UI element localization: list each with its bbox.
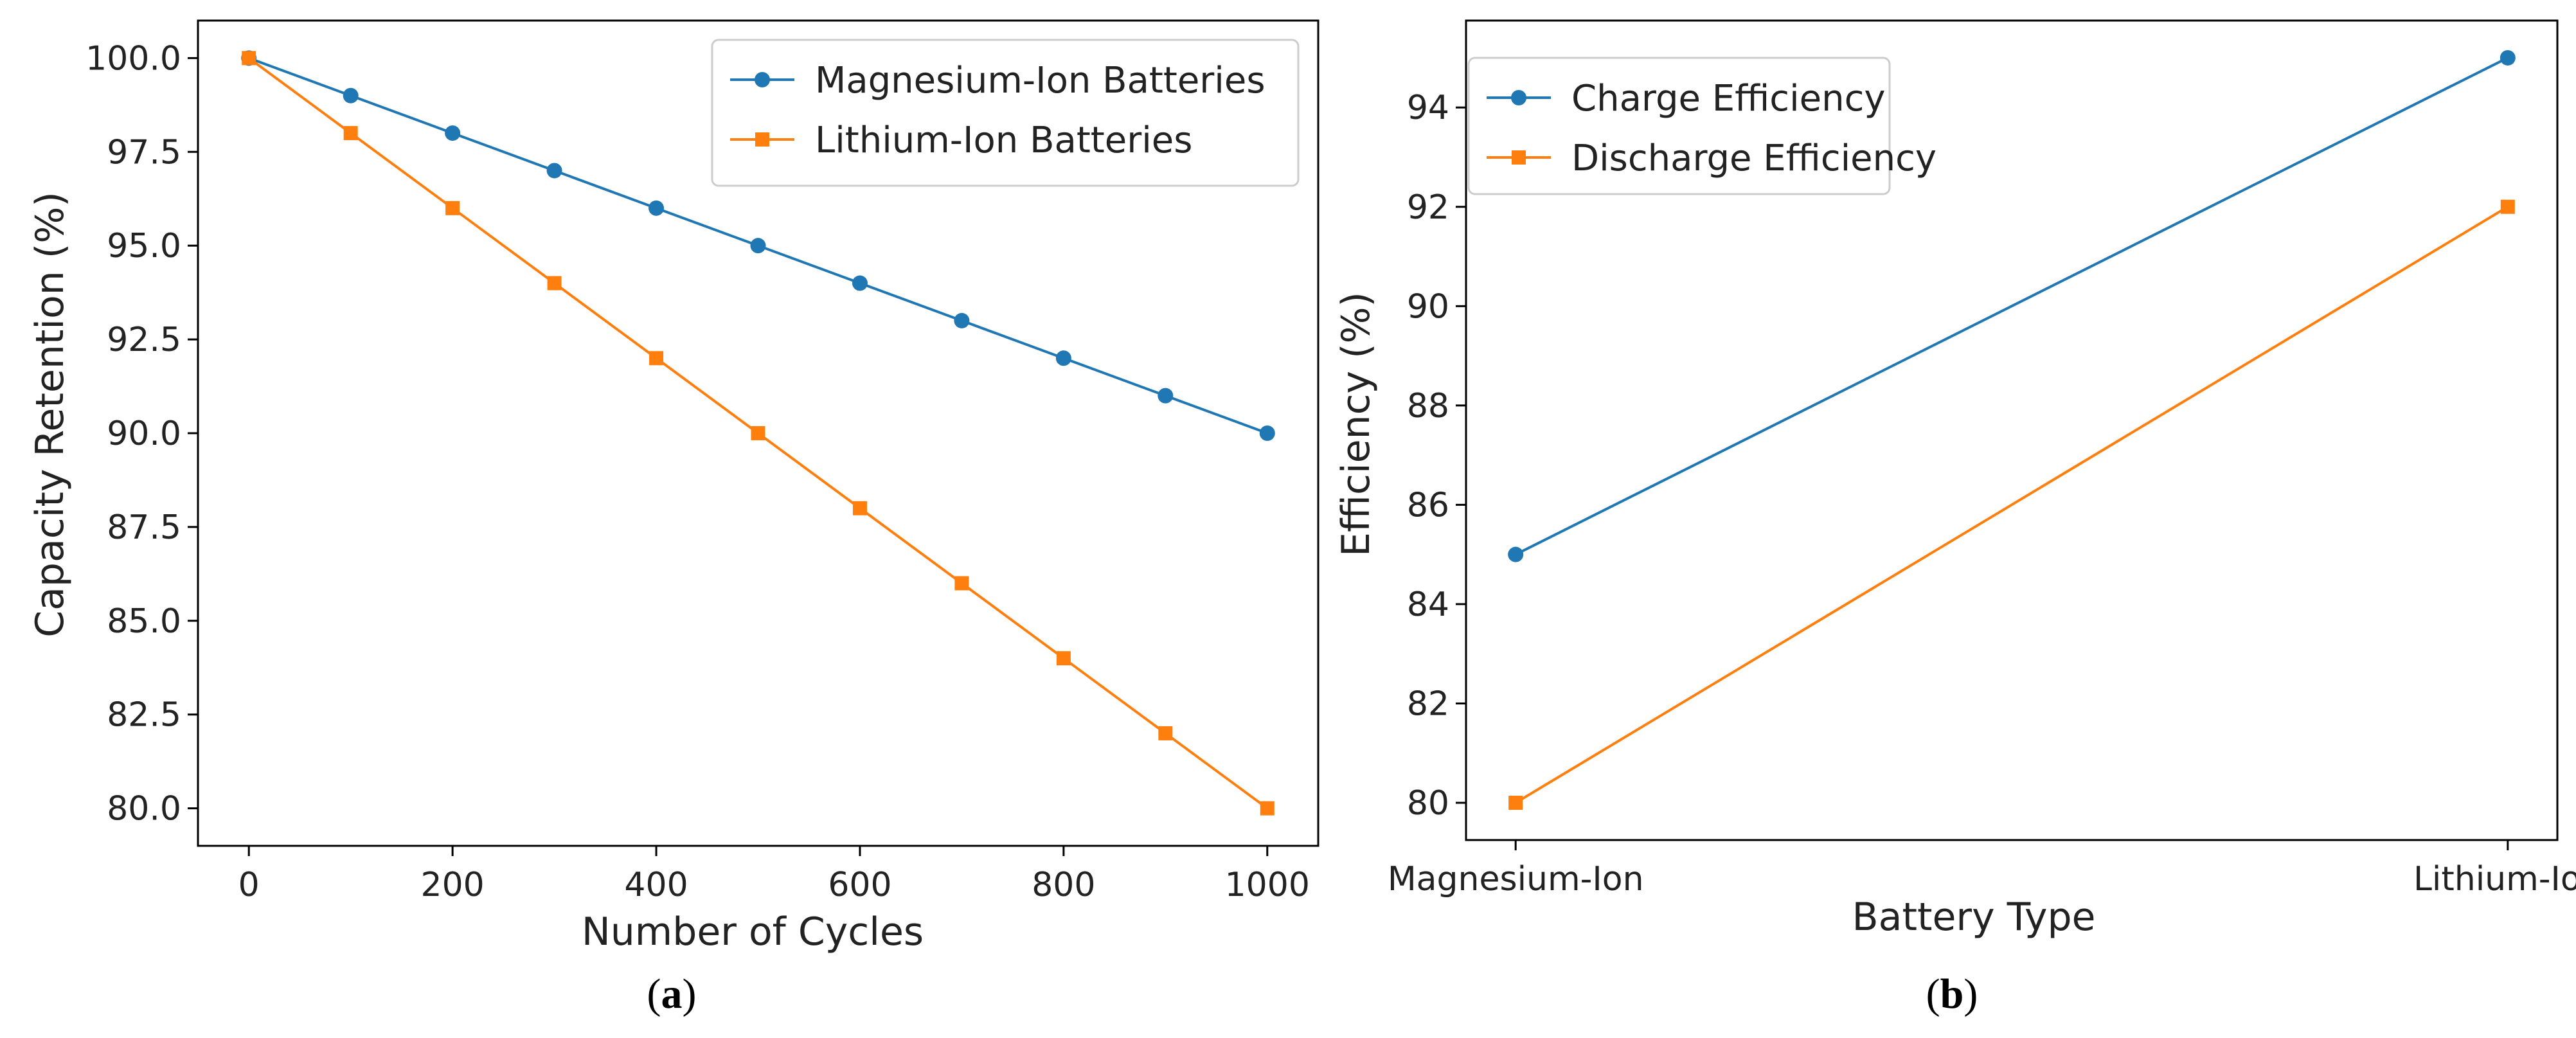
- a-x-tick-label: 800: [1032, 866, 1095, 904]
- b-legend-label-1: Charge Efficiency: [1571, 78, 1886, 120]
- b-legend-marker-1: [1511, 90, 1526, 105]
- a-series-2-point: [445, 201, 460, 215]
- a-y-tick-label: 97.5: [107, 133, 181, 172]
- a-series-1-point: [445, 125, 461, 141]
- b-legend: Charge Efficiency Discharge Efficiency: [1467, 57, 1936, 195]
- a-series-1-point: [343, 87, 359, 103]
- panel-a-y-axis-label: Capacity Retention (%): [28, 192, 73, 638]
- a-series-1-point: [546, 163, 562, 179]
- b-series-1-point: [1508, 546, 1524, 562]
- a-x-tick-label: 600: [828, 866, 891, 904]
- a-series-2-point: [1158, 726, 1173, 740]
- a-y-tick-label: 82.5: [107, 696, 181, 735]
- a-x-tick-label: 0: [238, 866, 260, 904]
- panel-b-plot-area: 80 82 84 86 88 90 92 94 Magnesium-Ion Lithium-Ion…: [1388, 19, 2576, 899]
- b-legend-label-2: Discharge Efficiency: [1571, 138, 1936, 179]
- panel-a-caption: (a): [647, 971, 697, 1017]
- a-y-tick-label: 87.5: [107, 508, 181, 547]
- a-series-2-point: [954, 576, 969, 591]
- b-y-tick-label: 88: [1407, 387, 1449, 425]
- a-y-tick-label: 92.5: [107, 321, 181, 359]
- a-series-1-point: [852, 275, 868, 291]
- a-legend: Magnesium-Ion Batteries Lithium-Ion Batte…: [711, 39, 1300, 187]
- a-series-1-point: [648, 200, 665, 216]
- panel-b-x-axis-label: Battery Type: [1852, 895, 2096, 940]
- a-x-tick-label: 1000: [1225, 866, 1310, 904]
- panel-b-y-axis-label: Efficiency (%): [1334, 292, 1379, 557]
- a-series-2-point: [343, 126, 358, 141]
- a-y-tick-label: 90.0: [107, 415, 181, 453]
- a-y-tick-label: 100.0: [85, 39, 181, 78]
- panel-a-x-axis-label: Number of Cycles: [582, 909, 924, 954]
- b-series-1-point: [2500, 49, 2516, 66]
- b-series-2-point: [1508, 796, 1523, 810]
- b-y-tick-label: 92: [1407, 188, 1449, 227]
- a-series-1-point: [1158, 388, 1174, 404]
- panel-a-chart: 80.0 82.5 85.0 87.5 90.0 92.5 95.0 97.5 100.0 0 20…: [28, 19, 1319, 1017]
- a-legend-frame: [711, 39, 1300, 187]
- a-y-tick-label: 95.0: [107, 227, 181, 265]
- b-series-line-2: [1515, 206, 2509, 804]
- a-series-2-point: [649, 351, 664, 366]
- b-y-tick-label: 90: [1407, 287, 1449, 326]
- b-legend-frame: [1467, 57, 1891, 195]
- a-series-2-point: [852, 501, 867, 515]
- a-series-1-point: [1259, 425, 1275, 441]
- b-y-tick-label: 86: [1407, 486, 1449, 524]
- b-y-tick-label: 94: [1407, 89, 1449, 127]
- a-y-tick-label: 80.0: [107, 790, 181, 828]
- b-legend-marker-2: [1512, 150, 1526, 165]
- b-axes-frame: [1465, 19, 2559, 841]
- b-x-tick-label: Lithium-Ion: [2413, 860, 2576, 899]
- a-y-tick-label: 85.0: [107, 602, 181, 641]
- a-legend-marker-2: [755, 132, 769, 147]
- a-legend-marker-1: [755, 72, 770, 87]
- a-legend-label-2: Lithium-Ion Batteries: [815, 120, 1192, 161]
- a-legend-label-1: Magnesium-Ion Batteries: [815, 60, 1266, 102]
- a-series-1-point: [1055, 350, 1071, 366]
- b-series-line-1: [1515, 57, 2509, 556]
- b-x-tick-label: Magnesium-Ion: [1388, 860, 1644, 899]
- a-series-2-point: [1260, 801, 1275, 816]
- panel-a-plot-area: 80.0 82.5 85.0 87.5 90.0 92.5 95.0 97.5 100.0 0 20…: [85, 19, 1319, 904]
- a-series-1-point: [954, 312, 970, 328]
- b-y-tick-label: 82: [1407, 685, 1449, 724]
- a-series-2-point: [242, 51, 256, 66]
- b-y-tick-label: 80: [1407, 784, 1449, 823]
- a-series-1-point: [750, 238, 766, 254]
- a-series-2-point: [1056, 651, 1071, 666]
- panel-b-caption: (b): [1926, 971, 1978, 1017]
- a-series-2-point: [751, 426, 765, 440]
- b-series-2-point: [2500, 199, 2515, 214]
- panel-b-chart: 80 82 84 86 88 90 92 94 Magnesium-Ion Lithium-Ion…: [1334, 19, 2576, 1017]
- a-x-tick-label: 200: [421, 866, 485, 904]
- a-series-2-point: [547, 276, 562, 291]
- a-x-tick-label: 400: [624, 866, 688, 904]
- b-y-tick-label: 84: [1407, 586, 1449, 624]
